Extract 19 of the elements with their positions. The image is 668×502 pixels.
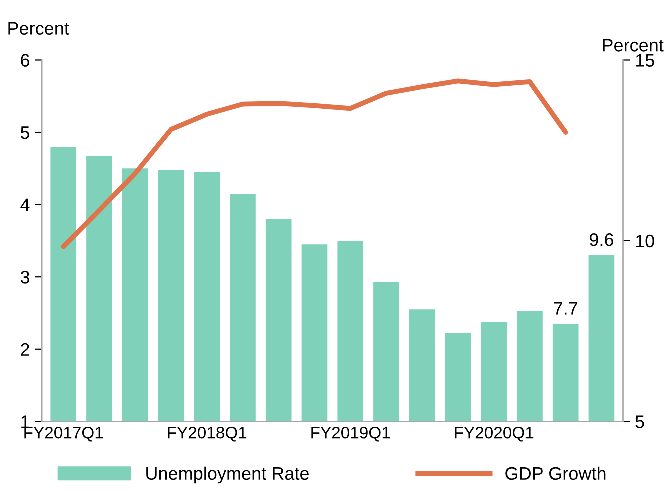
legend-label: GDP Growth xyxy=(506,466,606,480)
y-axis-title: Percent xyxy=(8,22,70,35)
y2-tick-label: 5 xyxy=(636,416,644,428)
y-tick-label: 6 xyxy=(21,54,30,67)
data-label: 9.6 xyxy=(590,234,614,246)
legend-label: Unemployment Rate xyxy=(146,466,309,484)
x-tick-label: FY2019Q1 xyxy=(312,426,390,442)
y-tick-label: 5 xyxy=(20,126,30,140)
y2-tick-label: 10 xyxy=(636,234,654,248)
y-tick-label: 4 xyxy=(20,198,30,212)
y2-axis-title: Percent xyxy=(603,39,664,52)
y-tick-label: 2 xyxy=(21,343,30,356)
data-label: 7.7 xyxy=(554,302,578,315)
line-series xyxy=(61,78,568,250)
y-tick-label: 3 xyxy=(20,271,30,284)
x-tick-label: FY2018Q1 xyxy=(168,426,247,442)
x-tick-label: FY2020Q1 xyxy=(455,426,534,442)
y2-tick-label: 15 xyxy=(636,54,654,67)
x-tick-label: FY2017Q1 xyxy=(24,426,104,442)
